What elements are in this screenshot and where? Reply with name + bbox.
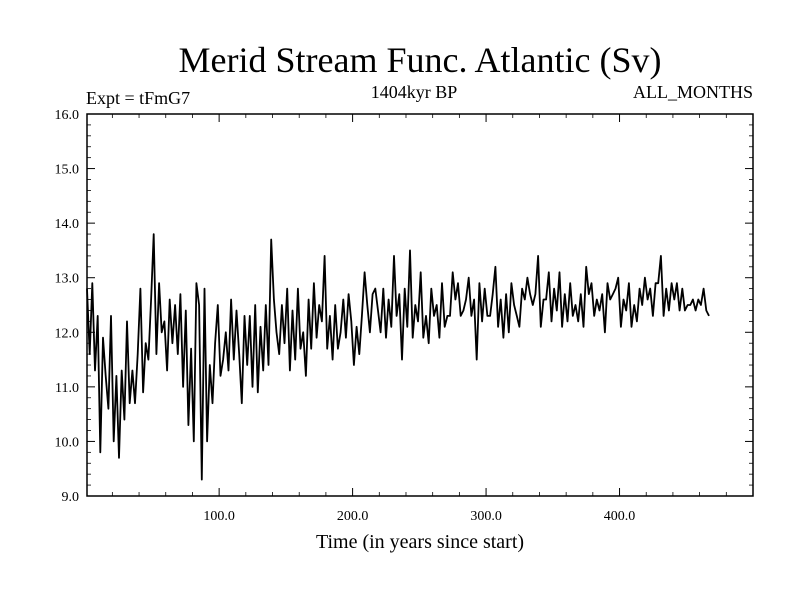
plot-area: 9.0 10.0 11.0 12.0 13.0 14.0 15.0 16.0 100.0 200.…: [55, 108, 754, 524]
y-tick-label: 10.0: [55, 435, 80, 450]
months-label: ALL_MONTHS: [633, 82, 753, 102]
x-tick-label: 400.0: [604, 509, 636, 524]
tick-layer: 9.0 10.0 11.0 12.0 13.0 14.0 15.0 16.0 100.0 200.…: [55, 108, 753, 524]
plot-frame: [86, 113, 754, 497]
chart-title: Merid Stream Func. Atlantic (Sv): [179, 40, 662, 80]
y-tick-label: 9.0: [62, 490, 80, 505]
series-layer: [86, 233, 710, 481]
y-tick-label: 11.0: [55, 381, 79, 396]
y-tick-label: 15.0: [55, 163, 80, 178]
period-label: 1404kyr BP: [371, 82, 458, 102]
y-tick-label: 13.0: [55, 272, 80, 287]
x-tick-label: 300.0: [470, 509, 502, 524]
x-tick-label: 200.0: [337, 509, 369, 524]
experiment-label: Expt = tFmG7: [86, 88, 190, 108]
x-axis-label: Time (in years since start): [316, 531, 524, 553]
y-tick-label: 14.0: [55, 217, 80, 232]
x-tick-label: 100.0: [203, 509, 235, 524]
series-line-0: [86, 233, 710, 481]
y-tick-label: 16.0: [55, 108, 80, 123]
y-tick-label: 12.0: [55, 326, 80, 341]
